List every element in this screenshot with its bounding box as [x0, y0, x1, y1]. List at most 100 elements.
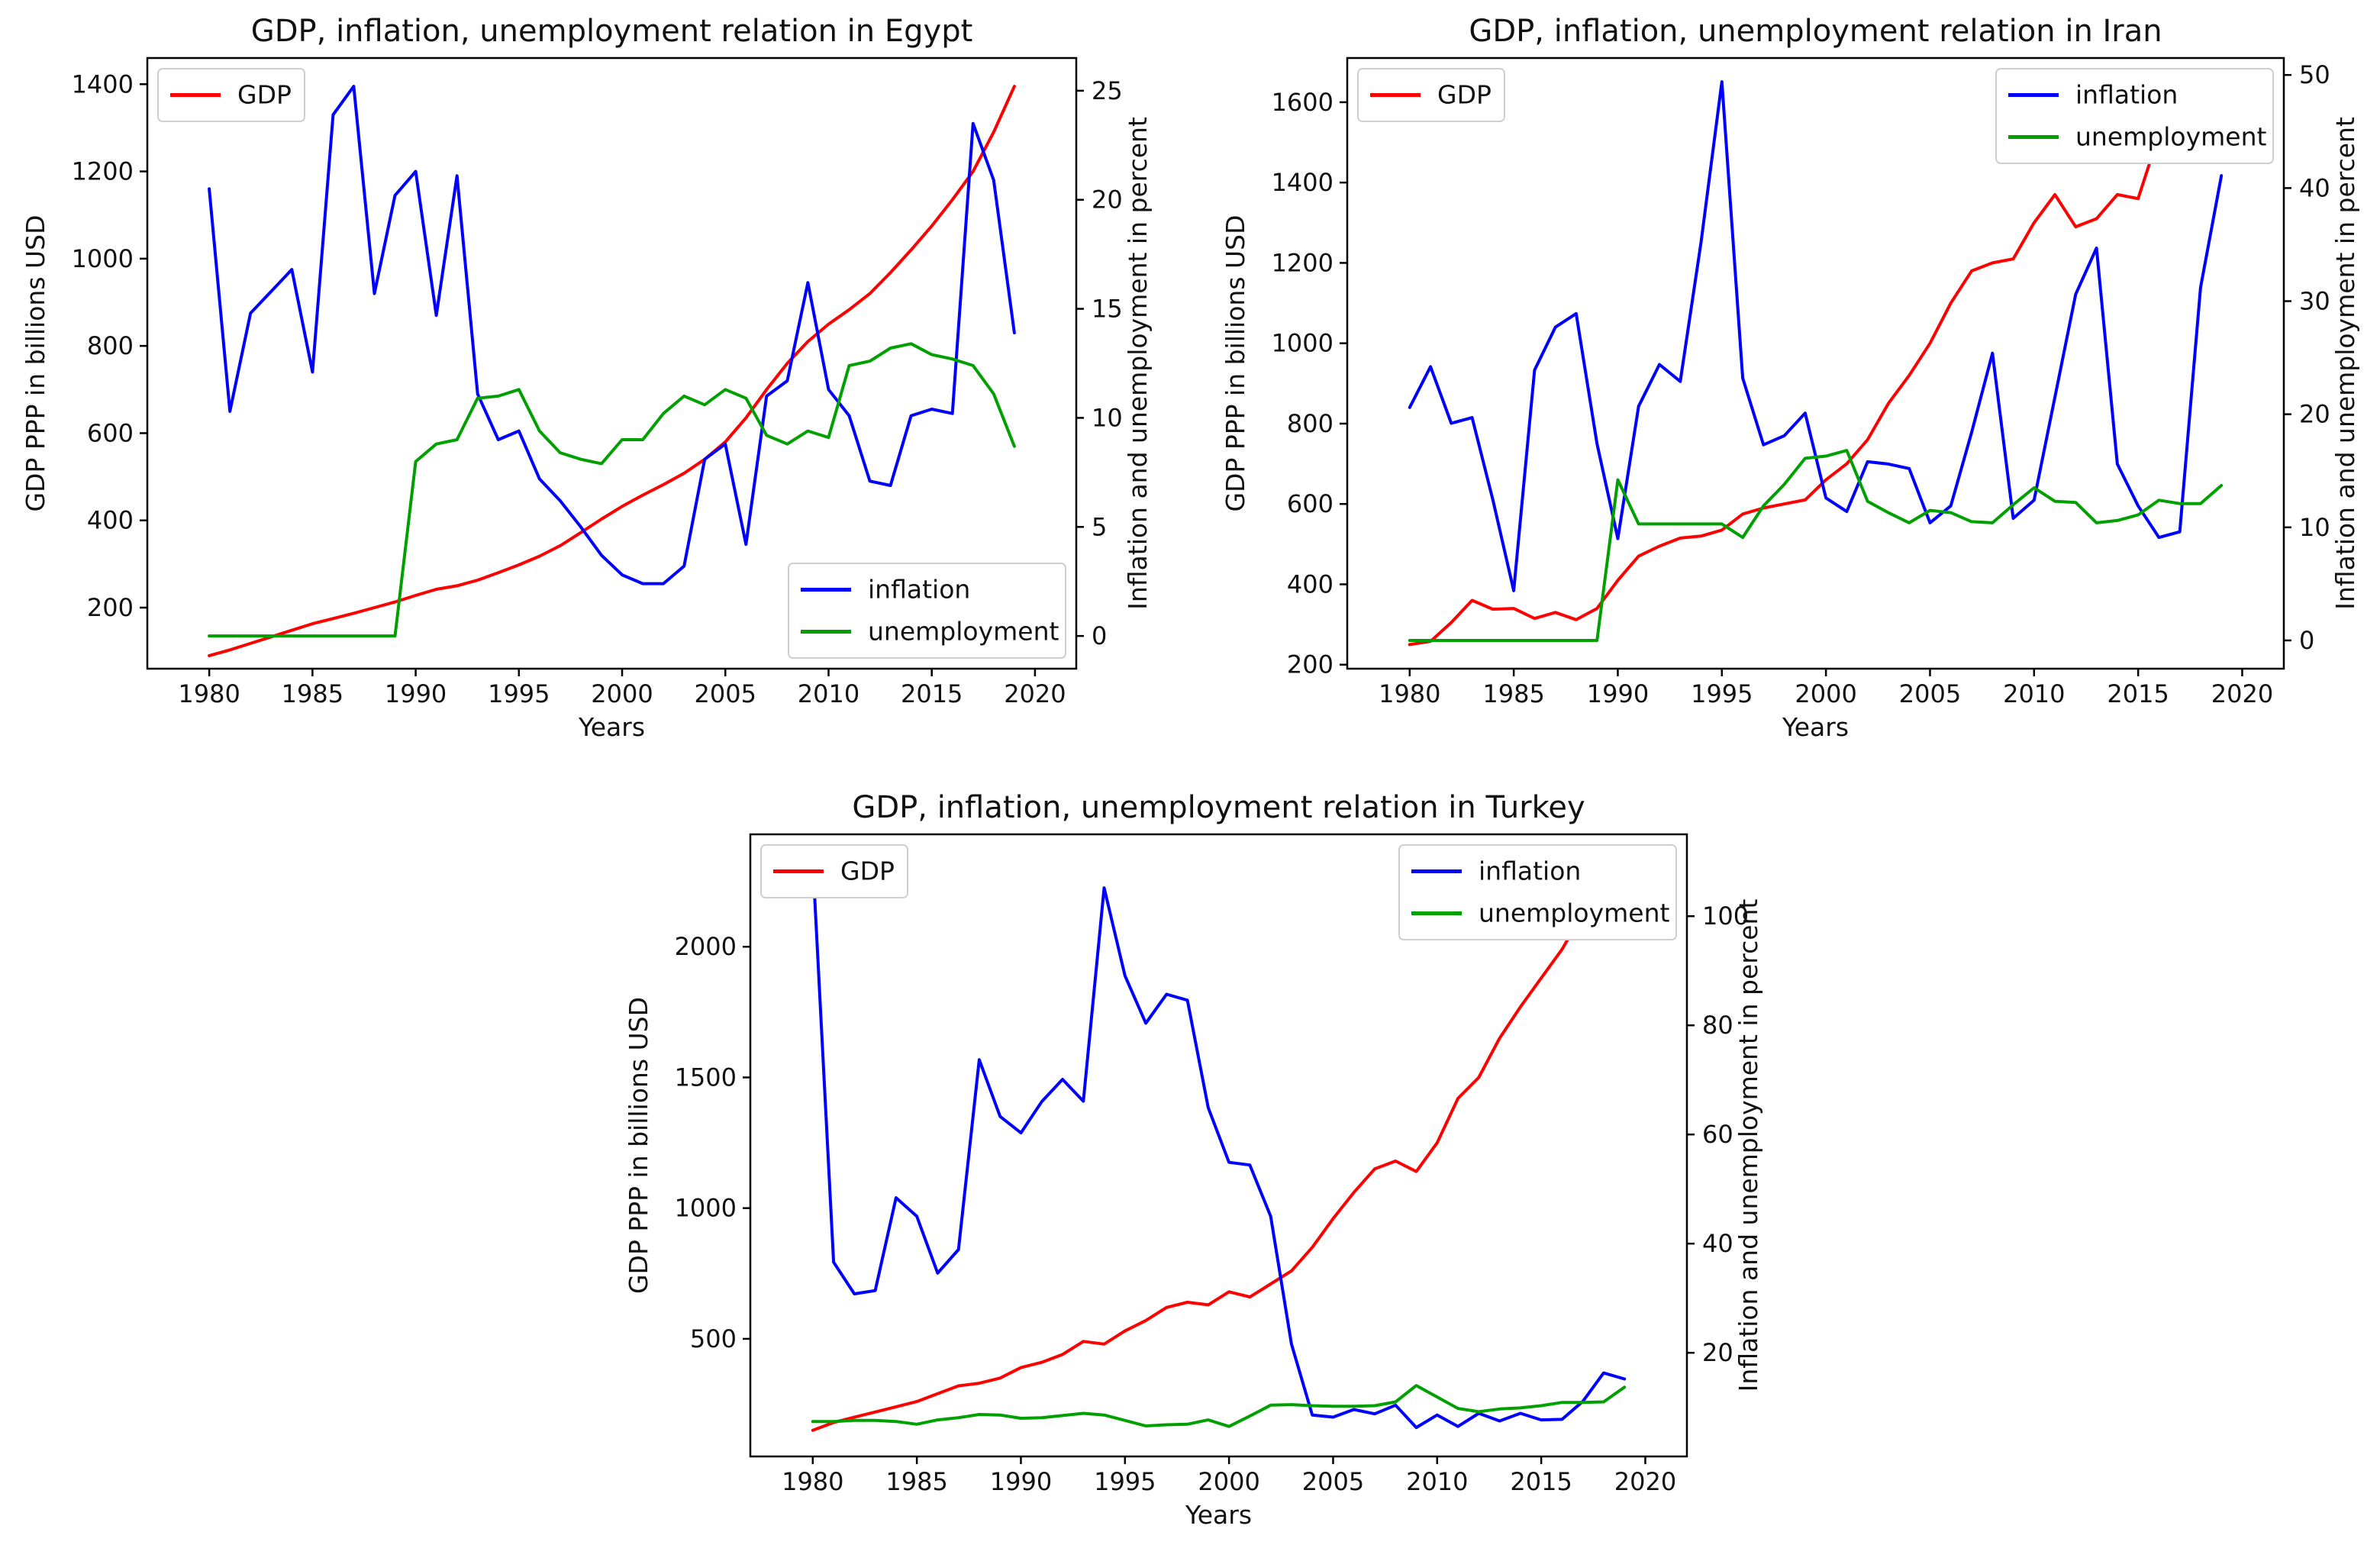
- y2-axis-label: Inflation and unemployment in percent: [1123, 117, 1153, 610]
- y2-tick-label: 10: [2299, 513, 2330, 542]
- x-tick-label: 2010: [798, 679, 859, 708]
- legend-right: inflation unemployment: [1995, 68, 2274, 164]
- legend-label-GDP: GDP: [1437, 80, 1492, 110]
- chart-title: GDP, inflation, unemployment relation in…: [251, 14, 973, 49]
- x-tick-label: 2020: [1614, 1467, 1676, 1496]
- y-axis-label: GDP PPP in billions USD: [624, 997, 653, 1294]
- chart-panel: GDP, inflation, unemployment relation in…: [1221, 14, 2360, 742]
- x-tick-label: 2020: [1004, 679, 1066, 708]
- x-tick-label: 2005: [1302, 1467, 1364, 1496]
- y-tick-label: 200: [1287, 650, 1334, 679]
- y-tick-label: 600: [87, 418, 134, 447]
- x-tick-label: 2000: [591, 679, 653, 708]
- series-group: [811, 851, 1627, 1432]
- x-tick-label: 1980: [782, 1467, 843, 1496]
- legend-right: inflation unemployment: [788, 563, 1066, 659]
- x-tick-label: 1980: [1379, 679, 1440, 708]
- y2-tick-label: 20: [1092, 185, 1123, 214]
- y-axis-label: GDP PPP in billions USD: [1221, 214, 1250, 511]
- y2-axis-label: Inflation and unemployment in percent: [1733, 899, 1763, 1392]
- series-group: [208, 85, 1016, 657]
- y-tick-label: 400: [87, 506, 134, 535]
- series-line-inflation: [1408, 80, 2224, 592]
- y2-tick-label: 0: [2299, 626, 2314, 655]
- legend-label-GDP: GDP: [840, 856, 895, 886]
- legend-box: [1398, 844, 1677, 940]
- y-tick-label: 1400: [72, 69, 134, 98]
- legend-label-unemployment: unemployment: [1479, 898, 1669, 928]
- y2-tick-label: 15: [1092, 295, 1123, 324]
- plot-frame: [749, 833, 1688, 1458]
- y2-tick-label: 25: [1092, 76, 1123, 105]
- x-tick-label: 1990: [1587, 679, 1649, 708]
- y-tick-label: 1000: [1272, 329, 1334, 358]
- series-line-GDP: [811, 851, 1627, 1432]
- y-tick-label: 1200: [1272, 248, 1334, 277]
- y2-tick-label: 60: [1702, 1120, 1733, 1149]
- legend-box: [788, 563, 1066, 659]
- x-tick-label: 2005: [695, 679, 756, 708]
- y-tick-label: 800: [87, 331, 134, 360]
- x-tick-label: 1995: [1691, 679, 1753, 708]
- x-tick-label: 2015: [901, 679, 963, 708]
- y2-tick-label: 40: [1702, 1229, 1733, 1258]
- series-line-inflation: [208, 85, 1016, 585]
- legend-label-unemployment: unemployment: [868, 617, 1059, 647]
- x-tick-label: 2015: [1510, 1467, 1572, 1496]
- x-axis-label: Years: [578, 712, 645, 742]
- chart-panel: GDP, inflation, unemployment relation in…: [21, 14, 1153, 742]
- x-tick-label: 1980: [178, 679, 240, 708]
- y-tick-label: 1600: [1272, 88, 1334, 117]
- series-line-unemployment: [208, 342, 1016, 638]
- legend-left: GDP: [760, 844, 908, 898]
- x-axis-label: Years: [1185, 1500, 1252, 1530]
- x-tick-label: 1990: [990, 1467, 1052, 1496]
- y-tick-label: 1000: [675, 1194, 737, 1223]
- y-tick-label: 800: [1287, 409, 1334, 438]
- y2-tick-label: 80: [1702, 1011, 1733, 1040]
- y2-tick-label: 5: [1092, 512, 1107, 541]
- y2-tick-label: 100: [1702, 902, 1749, 931]
- legend-label-inflation: inflation: [868, 575, 970, 605]
- x-tick-label: 2000: [1198, 1467, 1259, 1496]
- y2-tick-label: 30: [2299, 287, 2330, 316]
- legend-right: inflation unemployment: [1398, 844, 1677, 940]
- legend-box: [760, 844, 908, 898]
- x-tick-label: 1995: [1094, 1467, 1156, 1496]
- series-group: [1408, 80, 2224, 647]
- x-tick-label: 2020: [2211, 679, 2273, 708]
- x-tick-label: 1985: [282, 679, 343, 708]
- y-axis-label: GDP PPP in billions USD: [21, 214, 50, 511]
- legend-box: [157, 68, 305, 122]
- y-tick-label: 500: [690, 1324, 737, 1353]
- legend-left: GDP: [157, 68, 305, 122]
- series-line-unemployment: [811, 1384, 1627, 1428]
- y-tick-label: 400: [1287, 569, 1334, 598]
- series-line-unemployment: [1408, 449, 2224, 642]
- x-tick-label: 1995: [488, 679, 550, 708]
- x-tick-label: 2000: [1795, 679, 1856, 708]
- legend-label-inflation: inflation: [1479, 856, 1581, 886]
- legend-box: [1995, 68, 2274, 164]
- legend-label-GDP: GDP: [237, 80, 292, 110]
- x-tick-label: 2010: [1406, 1467, 1468, 1496]
- y-tick-label: 1500: [675, 1063, 737, 1092]
- legend-label-unemployment: unemployment: [2075, 122, 2266, 152]
- y-tick-label: 1000: [72, 244, 134, 273]
- plot-frame: [146, 56, 1078, 670]
- chart-title: GDP, inflation, unemployment relation in…: [1469, 14, 2162, 49]
- y2-tick-label: 20: [1702, 1338, 1733, 1367]
- y-tick-label: 2000: [675, 932, 737, 961]
- chart-title: GDP, inflation, unemployment relation in…: [852, 790, 1585, 825]
- x-tick-label: 1985: [885, 1467, 947, 1496]
- y2-tick-label: 50: [2299, 60, 2330, 89]
- y-tick-label: 200: [87, 593, 134, 622]
- y-tick-label: 600: [1287, 489, 1334, 518]
- series-line-inflation: [811, 859, 1627, 1430]
- x-tick-label: 1990: [385, 679, 447, 708]
- x-tick-label: 2010: [2003, 679, 2065, 708]
- x-tick-label: 1985: [1482, 679, 1544, 708]
- y-tick-label: 1200: [72, 157, 134, 186]
- y-tick-label: 1400: [1272, 168, 1334, 197]
